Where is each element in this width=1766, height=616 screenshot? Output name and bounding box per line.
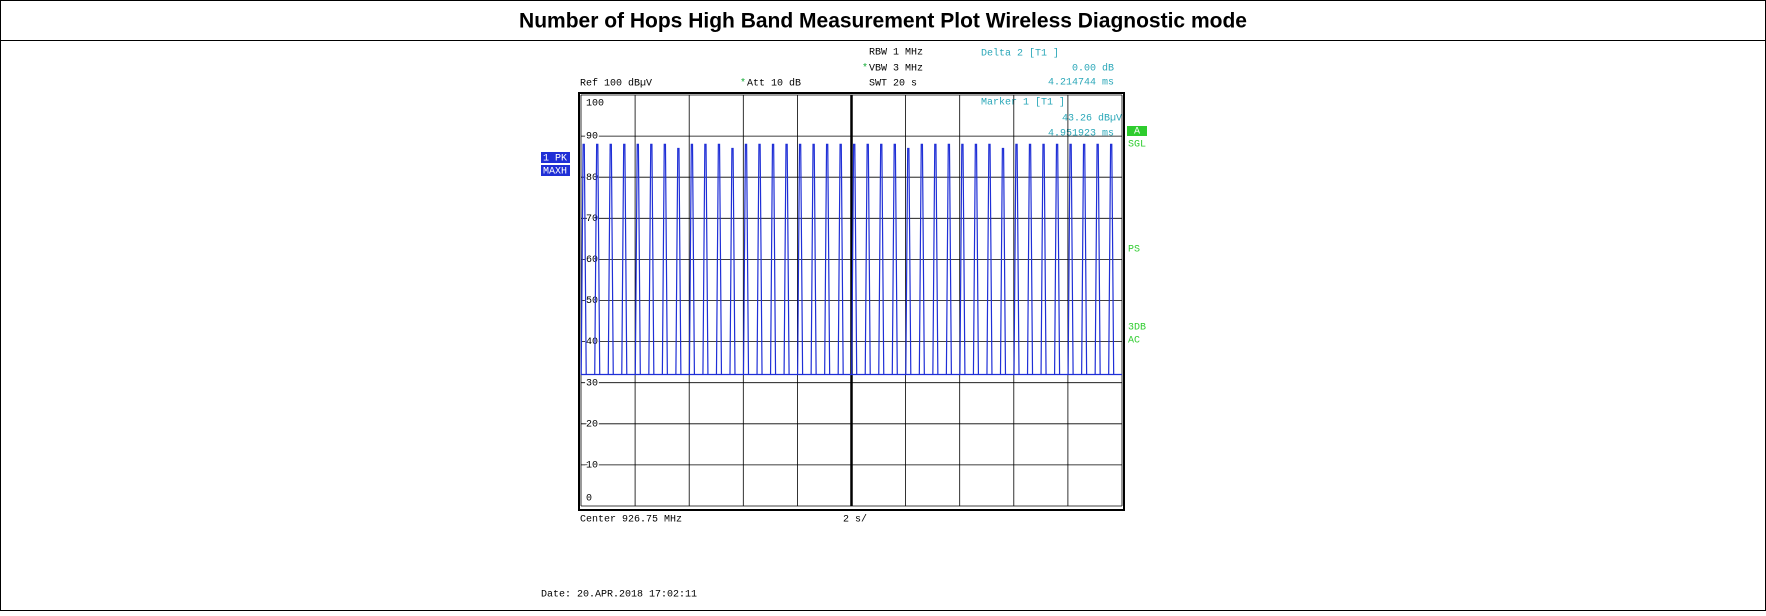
hop-spike [675, 147, 682, 375]
tag-sgl: SGL [1128, 140, 1146, 151]
y-tick-label: 90 [586, 132, 598, 143]
hop-spike [715, 143, 723, 375]
hop-spike [824, 143, 831, 375]
hop-spike [972, 143, 980, 375]
delta-label: Delta 2 [T1 ] [981, 48, 1059, 60]
tag-pk: 1 PK [543, 154, 567, 165]
hop-spike [756, 143, 763, 375]
tag-box [1127, 126, 1147, 136]
hop-spike [594, 143, 601, 375]
span: 2 s/ [843, 514, 867, 526]
y-tick-label: 50 [586, 296, 598, 307]
hop-spike [905, 147, 912, 375]
tag-box [541, 152, 570, 163]
hop-spike [1026, 143, 1034, 375]
vbw-star: * [862, 63, 868, 75]
ref: Ref 100 dBµV [580, 78, 652, 90]
hop-spike [634, 143, 641, 375]
hop-spike [769, 143, 777, 375]
y-tick-label: 40 [586, 337, 598, 348]
y-tick-label: 10 [586, 461, 598, 472]
hop-spike [864, 143, 871, 375]
delta-level: 0.00 dB [1072, 63, 1114, 75]
hop-spike [918, 143, 925, 375]
center-freq: Center 926.75 MHz [580, 515, 682, 526]
y-tick-label: 0 [586, 494, 592, 505]
hop-spike [1094, 143, 1101, 375]
tag-maxh: MAXH [543, 167, 567, 178]
tag-box [541, 165, 570, 176]
att: Att 10 dB [747, 78, 801, 90]
hop-spike [837, 143, 844, 375]
tag-a: A [1134, 127, 1140, 138]
hop-spike [648, 143, 655, 375]
marker-level: 43.26 dBµV [1062, 113, 1122, 125]
hop-spike [1081, 143, 1088, 375]
marker-label: Marker 1 [T1 ] [981, 97, 1065, 109]
hop-spike [702, 143, 709, 375]
hop-spike [932, 143, 939, 375]
delta-time: 4.214744 ms [1048, 78, 1114, 89]
chart-title: Number of Hops High Band Measurement Plo… [519, 10, 1247, 33]
att-star: * [740, 78, 746, 90]
tag-ps: PS [1128, 245, 1140, 256]
tag-ac: AC [1128, 336, 1140, 347]
y-tick-label: 100 [586, 99, 604, 110]
hop-spike [607, 143, 614, 375]
hop-spike [742, 143, 750, 375]
hop-spike [1040, 143, 1047, 375]
hop-spike [810, 143, 817, 375]
hop-spike [688, 143, 696, 375]
hop-spike [729, 147, 736, 375]
hop-spike [959, 143, 966, 375]
hop-spike [986, 143, 993, 375]
hop-spike [661, 143, 668, 375]
tag-3db: 3DB [1128, 323, 1146, 334]
plot-frame [578, 92, 1125, 511]
marker-time: 4.951923 ms [1048, 129, 1114, 140]
hop-spike [945, 143, 952, 375]
hop-spike [878, 143, 885, 375]
hop-spike [891, 143, 898, 375]
hop-spike [999, 147, 1007, 375]
y-tick-label: 20 [586, 419, 598, 430]
hop-spike [1067, 143, 1074, 375]
y-tick-label: 30 [586, 378, 598, 389]
hop-spike [580, 143, 587, 375]
hop-spike [1108, 143, 1115, 375]
vbw: VBW 3 MHz [869, 64, 923, 75]
swt: SWT 20 s [869, 79, 917, 90]
hop-spike [1013, 143, 1020, 375]
hop-spike [1053, 143, 1061, 375]
date: Date: 20.APR.2018 17:02:11 [541, 590, 697, 601]
hop-spike [797, 143, 804, 375]
hop-spike [851, 143, 858, 375]
hop-spike [783, 143, 790, 375]
hop-spike [621, 143, 628, 375]
rbw: RBW 1 MHz [869, 48, 923, 59]
